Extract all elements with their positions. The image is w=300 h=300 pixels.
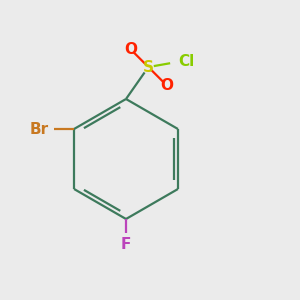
Text: F: F	[121, 237, 131, 252]
Text: S: S	[143, 60, 154, 75]
Text: O: O	[124, 41, 137, 56]
Text: Cl: Cl	[178, 54, 194, 69]
Text: Br: Br	[29, 122, 49, 136]
Text: O: O	[160, 78, 173, 93]
